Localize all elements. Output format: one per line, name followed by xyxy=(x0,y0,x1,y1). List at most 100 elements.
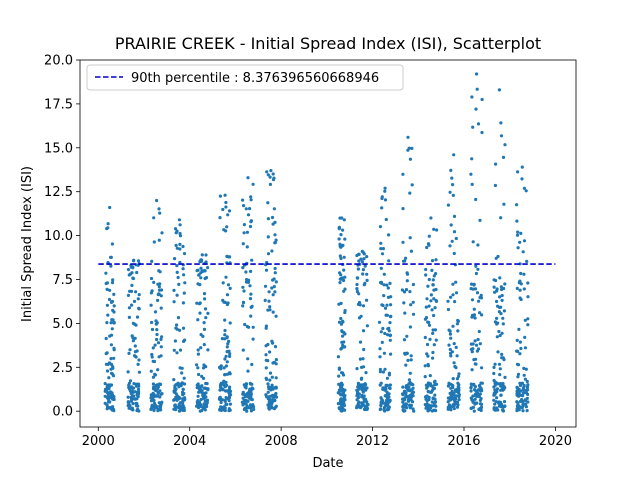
y-tick-label: 12.5 xyxy=(44,185,73,200)
data-point xyxy=(452,407,456,411)
data-point xyxy=(154,383,158,388)
data-point xyxy=(137,306,141,310)
data-point xyxy=(110,281,115,285)
data-point xyxy=(423,335,427,340)
data-point xyxy=(452,230,457,234)
data-point xyxy=(472,283,476,287)
data-point xyxy=(149,276,154,281)
data-point xyxy=(516,386,520,390)
data-point xyxy=(226,301,230,305)
data-point xyxy=(433,328,437,332)
data-point xyxy=(175,351,179,355)
data-point xyxy=(516,401,520,405)
data-point xyxy=(493,183,497,188)
data-point xyxy=(359,314,363,318)
data-point xyxy=(226,213,230,217)
data-point xyxy=(245,404,249,409)
data-point xyxy=(339,385,343,389)
data-point xyxy=(362,283,366,287)
data-point xyxy=(452,392,456,396)
data-point xyxy=(180,371,184,375)
data-point xyxy=(135,315,140,319)
data-point xyxy=(151,382,155,386)
data-point xyxy=(182,252,187,256)
data-point xyxy=(365,272,369,276)
x-tick-label: 2016 xyxy=(447,434,480,449)
data-point-max xyxy=(155,198,159,203)
data-point xyxy=(109,321,113,325)
data-point xyxy=(388,338,392,342)
data-point xyxy=(455,389,459,394)
data-point xyxy=(403,311,407,315)
data-point xyxy=(126,395,130,399)
data-point xyxy=(379,247,383,251)
data-point xyxy=(361,304,366,308)
data-point xyxy=(341,334,345,338)
data-point xyxy=(273,271,277,275)
data-point xyxy=(266,395,270,399)
data-point xyxy=(498,333,502,338)
data-point xyxy=(469,406,473,410)
data-point xyxy=(378,370,382,374)
data-point xyxy=(337,320,342,324)
data-point xyxy=(471,342,475,346)
data-point xyxy=(156,282,160,286)
data-point xyxy=(526,295,530,299)
data-point xyxy=(499,393,503,397)
data-point xyxy=(387,259,391,263)
data-point xyxy=(407,399,411,403)
data-point xyxy=(241,198,245,202)
data-point xyxy=(136,297,140,301)
data-point xyxy=(242,289,246,293)
data-point xyxy=(454,366,458,370)
data-point xyxy=(204,395,208,399)
data-point xyxy=(409,395,414,399)
data-point xyxy=(126,370,130,374)
data-point xyxy=(516,372,521,376)
data-point xyxy=(181,404,185,408)
x-tick-label: 2000 xyxy=(82,434,115,449)
data-point xyxy=(130,334,134,338)
x-axis-label: Date xyxy=(312,456,343,471)
data-point xyxy=(223,300,227,304)
data-point xyxy=(182,273,186,277)
data-point xyxy=(519,346,523,351)
data-point xyxy=(517,392,522,397)
data-point xyxy=(202,366,206,370)
data-point xyxy=(265,377,269,381)
data-point xyxy=(109,255,113,259)
data-point xyxy=(480,130,484,135)
data-point xyxy=(521,399,525,404)
axes: 2000 2004 2008 2012 2016 2020 0.0 2.5 5.0 7.5 10.0… xyxy=(44,54,577,449)
data-point xyxy=(112,304,116,308)
data-point xyxy=(382,408,386,412)
data-point xyxy=(493,383,497,387)
data-point xyxy=(245,278,249,282)
data-point xyxy=(492,285,496,289)
data-point xyxy=(498,295,502,299)
data-point xyxy=(127,406,131,410)
data-point xyxy=(172,348,176,352)
data-point xyxy=(227,209,232,213)
data-point xyxy=(152,385,156,389)
data-point xyxy=(357,382,361,387)
data-point xyxy=(135,401,139,406)
data-point xyxy=(522,287,526,291)
data-point xyxy=(359,377,363,381)
data-point xyxy=(177,406,181,410)
data-point xyxy=(266,217,270,221)
data-point xyxy=(136,259,141,263)
data-point xyxy=(355,282,359,287)
data-point xyxy=(342,345,346,349)
data-point xyxy=(434,404,438,408)
data-point xyxy=(359,257,363,261)
data-point xyxy=(455,354,459,358)
data-point xyxy=(183,281,187,285)
data-point xyxy=(271,278,275,282)
data-point xyxy=(203,297,207,301)
data-point xyxy=(365,298,369,302)
data-point xyxy=(241,304,245,308)
data-point xyxy=(526,281,530,285)
data-point xyxy=(219,364,223,368)
